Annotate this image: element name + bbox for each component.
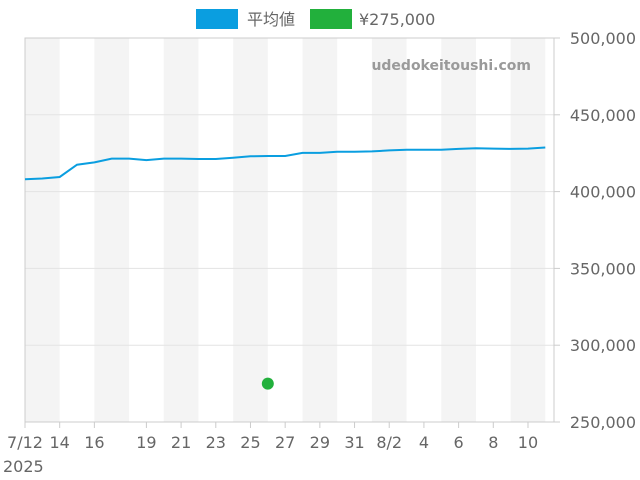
shaded-band <box>94 38 130 422</box>
x-tick-label: 29 <box>310 433 330 452</box>
watermark-text: udedokeitoushi.com <box>371 58 531 74</box>
shaded-band <box>163 38 199 422</box>
series-layer <box>24 146 546 390</box>
x-tick-label: 4 <box>419 433 429 452</box>
shaded-band <box>25 38 60 422</box>
y-tick-label: 350,000 <box>570 259 636 278</box>
legend-label-price: ¥275,000 <box>359 10 435 29</box>
shaded-band <box>371 38 407 422</box>
x-tick-label: 25 <box>240 433 260 452</box>
average-line <box>24 146 546 181</box>
x-tick-label: 31 <box>344 433 364 452</box>
price-point <box>261 377 274 390</box>
y-tick-label: 400,000 <box>570 183 636 202</box>
y-tick-label: 450,000 <box>570 106 636 125</box>
y-tick-label: 300,000 <box>570 336 636 355</box>
x-tick-label: 23 <box>206 433 226 452</box>
shaded-band <box>233 38 268 422</box>
y-axis: 500,000 450,000 400,000 350,000 300,000 250,0… <box>554 29 636 432</box>
weekend-bands <box>25 38 546 422</box>
y-tick-label: 500,000 <box>570 29 636 48</box>
legend-item-average[interactable]: 平均値 <box>196 9 295 29</box>
x-year-label: 2025 <box>3 457 44 476</box>
shaded-band <box>441 38 476 422</box>
x-tick-label: 14 <box>50 433 70 452</box>
x-tick-label: 16 <box>84 433 104 452</box>
x-tick-label: 8 <box>488 433 498 452</box>
plot-frame <box>24 37 555 423</box>
legend-label-average: 平均値 <box>247 10 295 29</box>
x-tick-label: 19 <box>136 433 156 452</box>
x-tick-label: 6 <box>454 433 464 452</box>
x-tick-label: 27 <box>275 433 295 452</box>
x-axis: 7/12 14 16 19 21 23 25 27 29 31 8/2 4 6 8 10 2025 <box>3 422 538 476</box>
y-tick-label: 250,000 <box>570 413 636 432</box>
x-tick-label: 21 <box>171 433 191 452</box>
x-tick-label: 10 <box>518 433 538 452</box>
shaded-band <box>302 38 338 422</box>
legend-item-price[interactable]: ¥275,000 <box>310 9 435 29</box>
x-tick-label: 7/12 <box>7 433 43 452</box>
x-tick-label: 8/2 <box>376 433 402 452</box>
legend: 平均値 ¥275,000 <box>196 9 435 29</box>
legend-swatch-price <box>310 9 352 29</box>
legend-swatch-average <box>196 9 238 29</box>
shaded-band <box>510 38 546 422</box>
